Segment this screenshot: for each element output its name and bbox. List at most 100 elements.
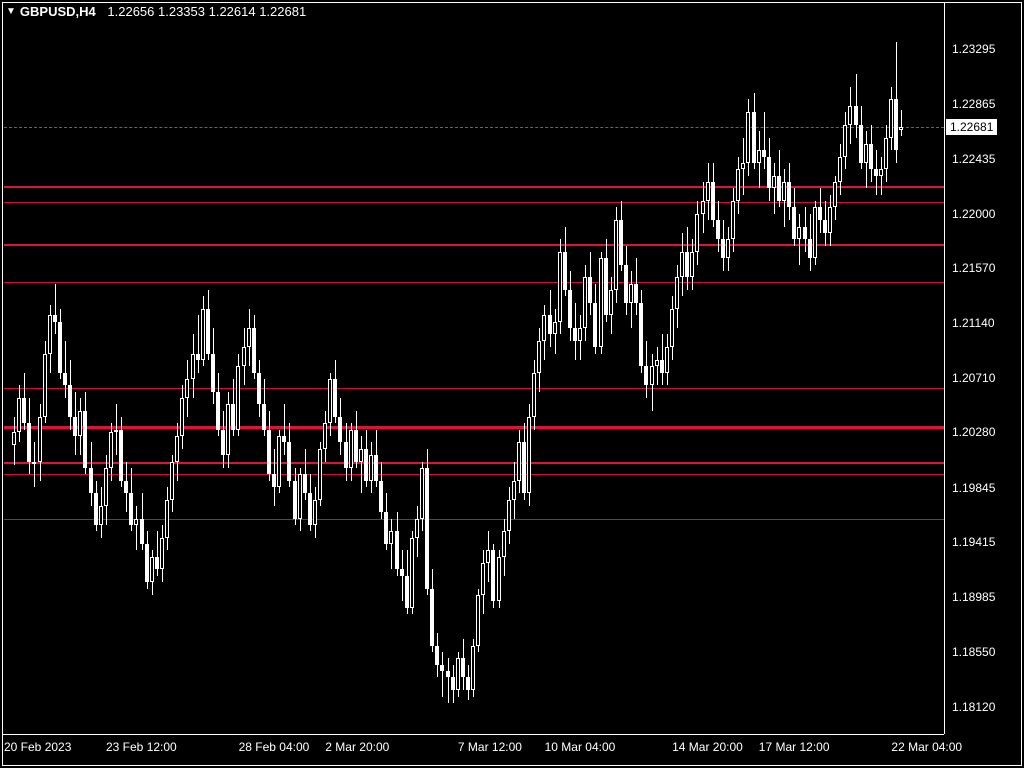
candle-body: [461, 658, 465, 677]
candle-body: [196, 354, 200, 360]
x-axis-border: [3, 734, 944, 735]
ohlc-label: 1.22656 1.23353 1.22614 1.22681: [107, 4, 306, 19]
candle-body: [303, 474, 307, 493]
candle-body: [206, 309, 210, 353]
candle-body: [216, 392, 220, 430]
horizontal-level-line[interactable]: [4, 426, 944, 429]
candle-body: [170, 462, 174, 500]
candle-body: [685, 252, 689, 277]
horizontal-level-line[interactable]: [4, 244, 944, 246]
horizontal-level-line[interactable]: [4, 202, 944, 203]
candle-body: [344, 442, 348, 467]
candle-body: [83, 411, 87, 468]
candle-body: [471, 646, 475, 690]
candle-body: [145, 544, 149, 582]
candle-body: [604, 258, 608, 315]
candle-wick: [448, 658, 449, 702]
candle-body: [497, 557, 501, 601]
horizontal-level-line[interactable]: [4, 519, 944, 520]
candle-body: [542, 315, 546, 340]
candle-body: [644, 366, 648, 385]
candle-body: [716, 220, 720, 239]
candle-body: [818, 207, 822, 220]
candle-body: [129, 493, 133, 525]
symbol-dropdown-icon[interactable]: ▼: [6, 6, 16, 17]
candle-body: [502, 531, 506, 556]
candle-body: [440, 665, 444, 671]
horizontal-level-line[interactable]: [4, 474, 944, 475]
candle-wick: [55, 284, 56, 335]
candle-body: [532, 373, 536, 417]
candle-body: [721, 239, 725, 258]
candle-body: [22, 398, 26, 423]
y-tick-label: 1.18985: [952, 590, 1022, 604]
candle-body: [12, 432, 16, 445]
candle-body: [89, 468, 93, 493]
candle-body: [68, 385, 72, 417]
candle-body: [619, 220, 623, 264]
candle-body: [374, 455, 378, 480]
candle-body: [894, 99, 898, 150]
candle-wick: [136, 506, 137, 550]
candle-body: [140, 519, 144, 544]
candle-body: [593, 303, 597, 347]
candle-body: [446, 671, 450, 677]
candle-wick: [65, 341, 66, 398]
y-tick-label: 1.18550: [952, 645, 1022, 659]
candle-body: [333, 379, 337, 417]
candle-body: [384, 512, 388, 544]
candle-body: [109, 432, 113, 468]
candle-body: [364, 449, 368, 481]
y-tick-label: 1.22000: [952, 207, 1022, 221]
candle-body: [53, 315, 57, 321]
candle-body: [323, 423, 327, 448]
candle-body: [58, 322, 62, 373]
candle-body: [690, 252, 694, 277]
candle-body: [792, 207, 796, 239]
candle-body: [451, 677, 455, 690]
candle-body: [736, 169, 740, 201]
candle-body: [787, 182, 791, 207]
candle-body: [507, 500, 511, 532]
y-tick-label: 1.21140: [952, 316, 1022, 330]
candle-body: [27, 423, 31, 461]
candle-body: [624, 265, 628, 303]
x-tick-label: 10 Mar 04:00: [545, 740, 616, 754]
horizontal-level-line[interactable]: [4, 388, 944, 389]
candle-body: [73, 417, 77, 436]
candle-body: [476, 595, 480, 646]
candle-body: [252, 328, 256, 372]
candle-body: [124, 481, 128, 494]
x-tick-label: 28 Feb 04:00: [239, 740, 310, 754]
candle-body: [298, 474, 302, 518]
horizontal-level-line[interactable]: [4, 462, 944, 464]
candle-body: [726, 239, 730, 258]
y-tick-label: 1.19415: [952, 535, 1022, 549]
candle-wick: [657, 347, 658, 385]
candle-wick: [34, 442, 35, 486]
y-tick-label: 1.19845: [952, 481, 1022, 495]
candle-body: [879, 169, 883, 175]
candle-body: [833, 182, 837, 207]
horizontal-level-line[interactable]: [4, 186, 944, 188]
candle-body: [185, 379, 189, 398]
candle-body: [808, 239, 812, 258]
candle-body: [695, 214, 699, 252]
candle-body: [180, 398, 184, 436]
candle-body: [889, 99, 893, 137]
candle-body: [869, 144, 873, 169]
candle-body: [660, 360, 664, 373]
candle-body: [843, 125, 847, 157]
candle-body: [772, 176, 776, 189]
candle-body: [99, 506, 103, 525]
x-tick-label: 23 Feb 12:00: [106, 740, 177, 754]
horizontal-level-line[interactable]: [4, 282, 944, 283]
y-tick-label: 1.22865: [952, 97, 1022, 111]
candle-wick: [764, 112, 765, 169]
candle-body: [746, 112, 750, 163]
candle-body: [63, 373, 67, 386]
candle-body: [247, 328, 251, 347]
candle-body: [328, 379, 332, 423]
candle-body: [838, 157, 842, 182]
y-tick-label: 1.18120: [952, 700, 1022, 714]
